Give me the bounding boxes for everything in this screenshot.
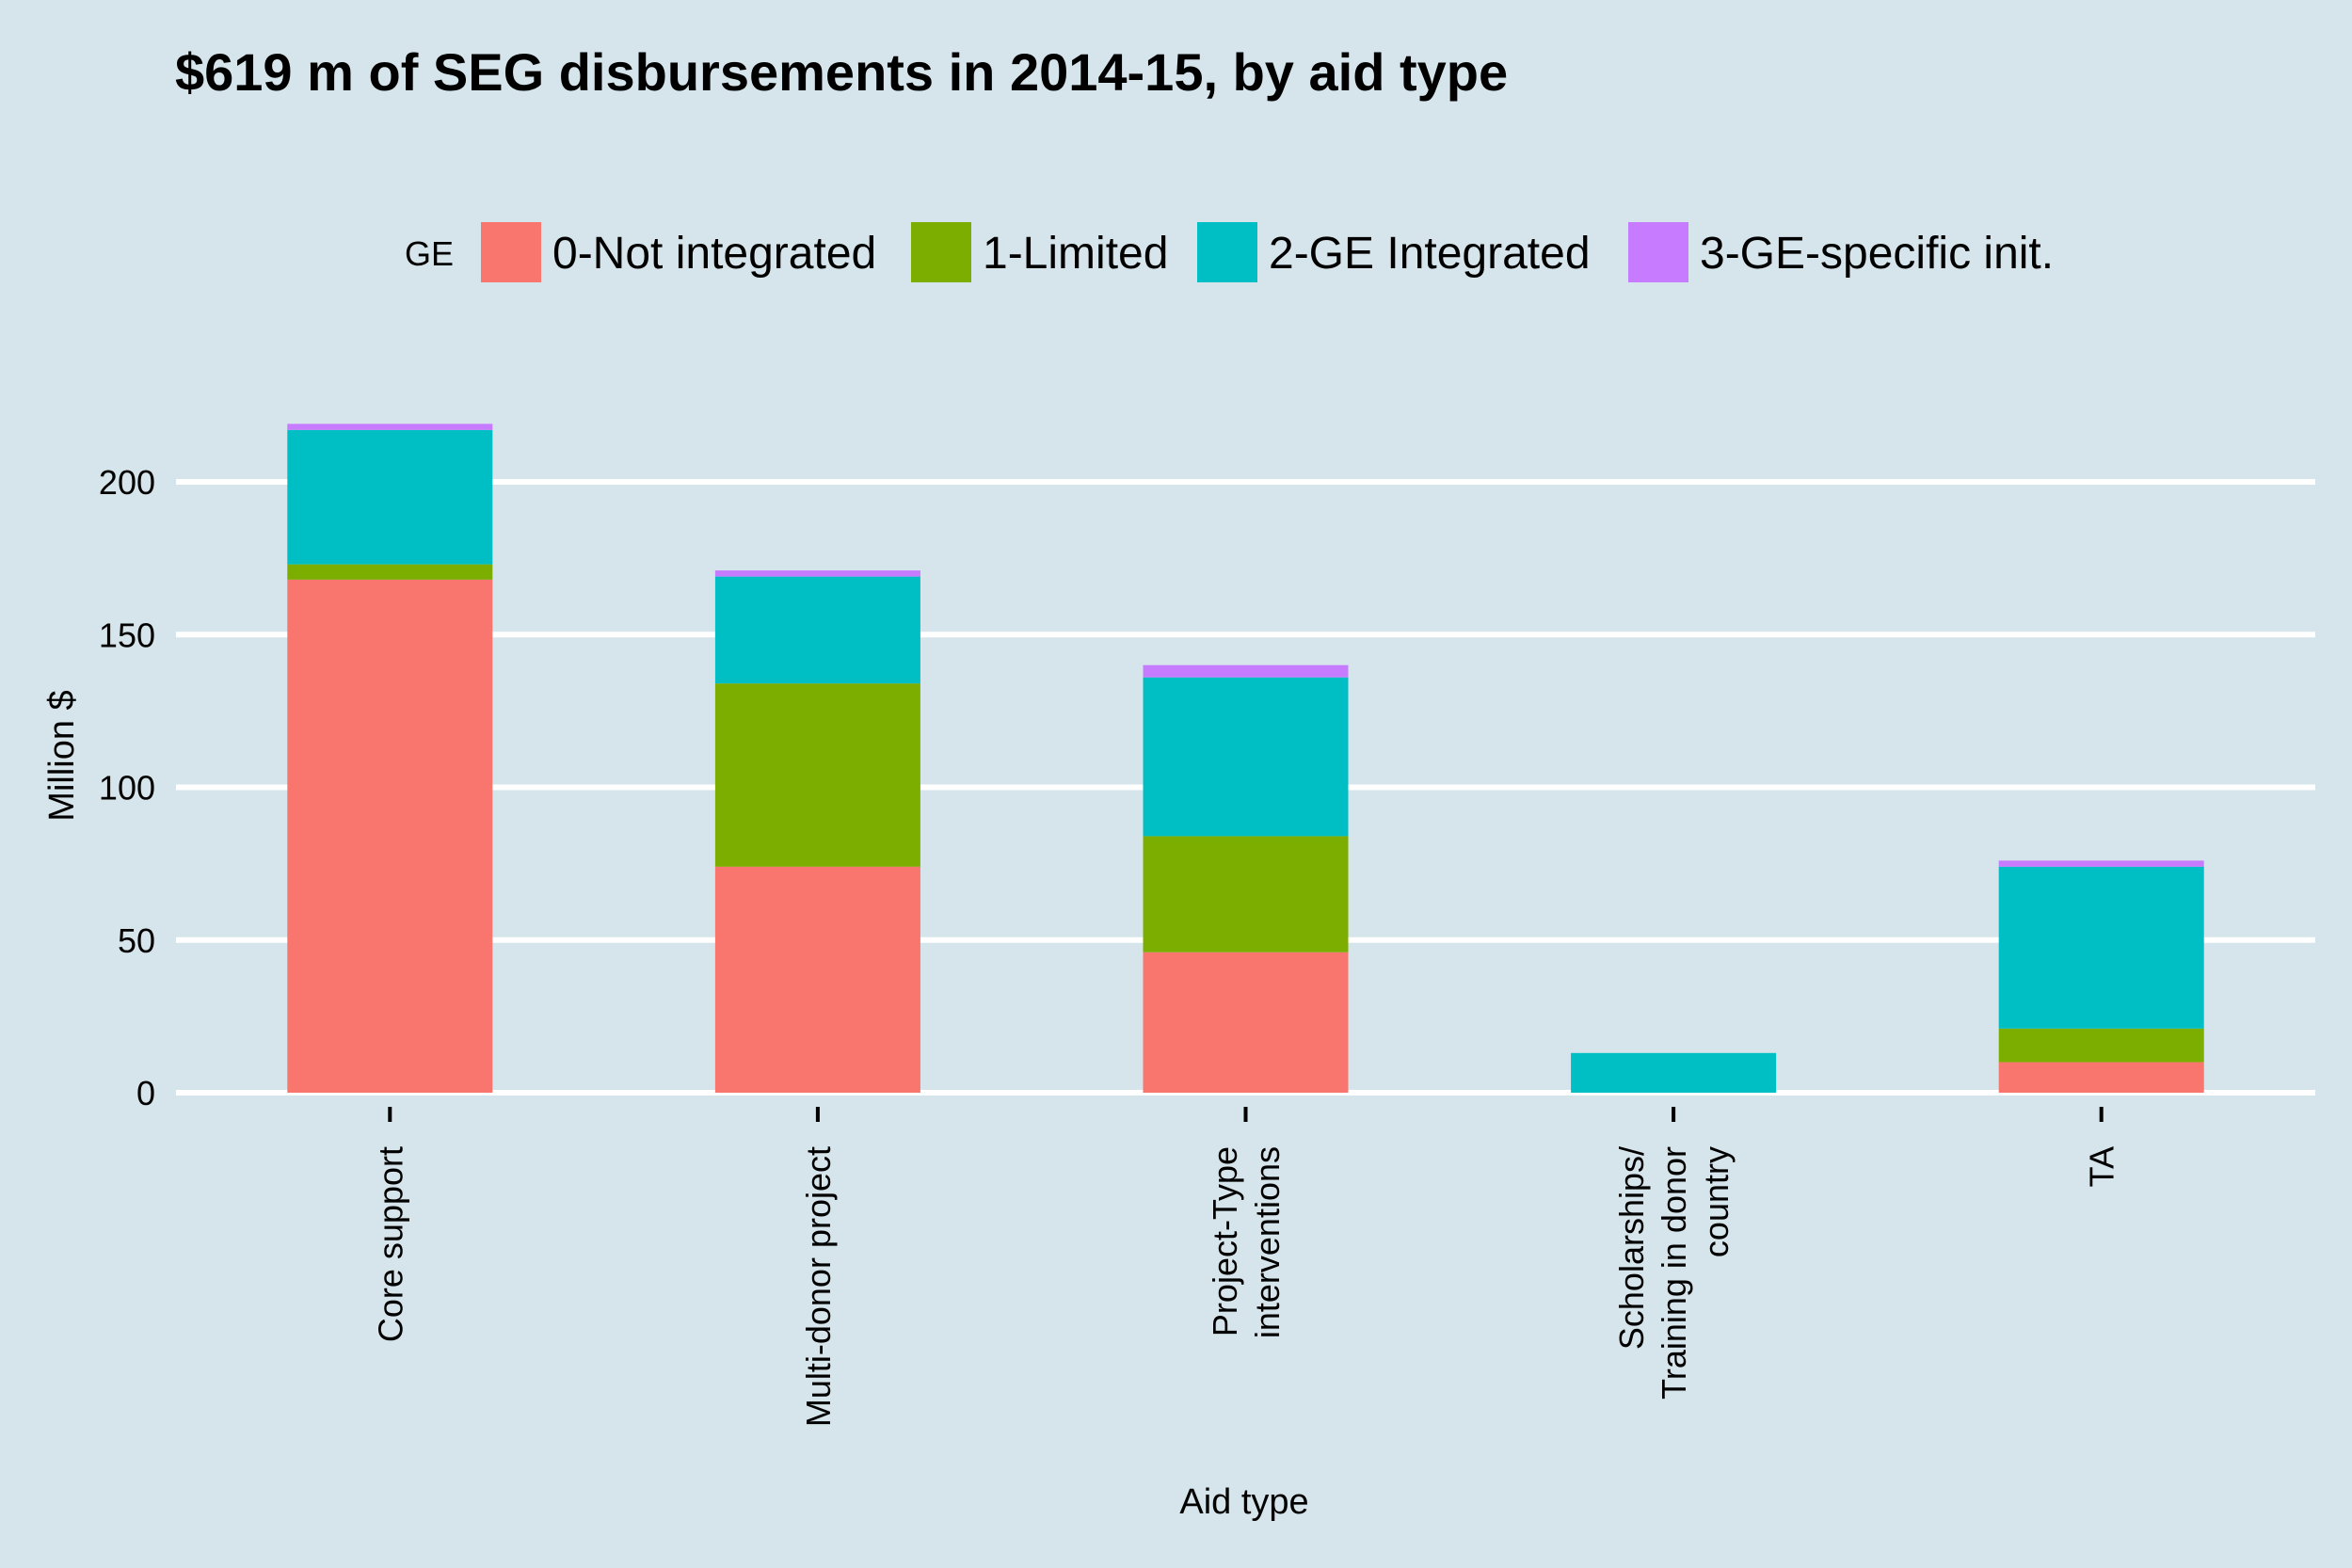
x-axis-label: Aid type (1179, 1482, 1308, 1522)
y-axis-label: Million $ (42, 690, 82, 821)
x-tick-label-line: Multi-donor project (799, 1146, 838, 1427)
bar-segment (1143, 677, 1349, 837)
y-tick-label: 100 (99, 769, 155, 808)
y-axis: 0 50 100 150 200 (99, 463, 155, 1112)
legend-label: 3-GE-specific init. (1700, 229, 2054, 279)
legend-title: GE (405, 234, 454, 273)
bar-segment (714, 576, 920, 684)
chart-title: $619 m of SEG disbursements in 2014-15, … (175, 42, 1508, 102)
x-tick-label-line: Project-Type (1206, 1146, 1244, 1336)
bar-segment (714, 570, 920, 577)
legend-key (1197, 222, 1257, 282)
bar-segment (1998, 860, 2204, 867)
x-tick-label: Core support (371, 1146, 409, 1342)
x-tick-label-line: Scholarships/ (1612, 1146, 1651, 1350)
legend-key (481, 222, 541, 282)
x-tick-label-line: TA (2083, 1146, 2121, 1187)
bar-segment (287, 579, 493, 1093)
bar-segment (1998, 1028, 2204, 1063)
bar-segment (1143, 664, 1349, 678)
bar-segment (714, 866, 920, 1093)
bar-segment (1143, 952, 1349, 1093)
bar-segment (1143, 836, 1349, 952)
bar-segment (287, 564, 493, 580)
x-tick-label: Scholarships/Training in donor country (1612, 1146, 1736, 1400)
x-axis: Core support Multi-donor project Project-T… (371, 1107, 2121, 1427)
y-tick-label: 50 (118, 921, 155, 960)
x-tick-label-line: Core support (371, 1146, 409, 1342)
bar-segment (714, 683, 920, 867)
x-tick-label: TA (2083, 1146, 2121, 1187)
x-tick-label: Multi-donor project (799, 1146, 838, 1427)
y-tick-label: 0 (136, 1074, 155, 1112)
bar-segment (287, 424, 493, 430)
bar-segment (287, 429, 493, 565)
bars (287, 424, 2204, 1093)
legend-label: 2-GE Integrated (1269, 229, 1591, 279)
bar-segment (1998, 866, 2204, 1029)
x-tick-label-line: interventions (1248, 1146, 1287, 1338)
legend-key (1628, 222, 1688, 282)
legend-key (911, 222, 971, 282)
bar-segment (1571, 1052, 1777, 1093)
legend: GE 0-Not integrated 1-Limited 2-GE Integrat… (405, 222, 2054, 282)
legend-label: 1-Limited (983, 229, 1168, 279)
x-tick-label-line: Training in donor (1655, 1146, 1693, 1400)
y-tick-label: 200 (99, 463, 155, 502)
legend-label: 0-Not integrated (552, 229, 876, 279)
x-tick-label-line: country (1697, 1146, 1736, 1257)
x-tick-label: Project-Type interventions (1206, 1146, 1287, 1338)
bar-segment (1998, 1062, 2204, 1093)
y-tick-label: 150 (99, 616, 155, 654)
